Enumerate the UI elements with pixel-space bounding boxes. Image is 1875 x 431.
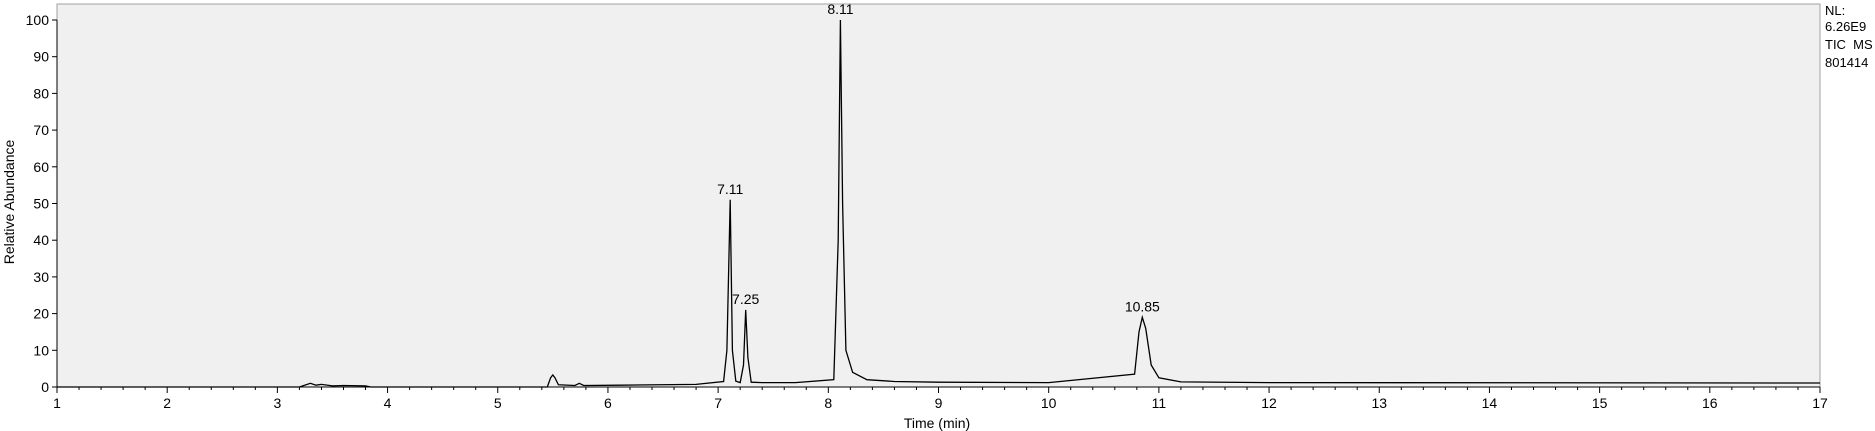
x-tick-label: 1 <box>53 395 61 411</box>
x-tick-label: 10 <box>1041 395 1057 411</box>
y-tick-label: 80 <box>33 85 49 101</box>
info-scan-type: TIC MS <box>1825 37 1873 52</box>
x-tick-label: 6 <box>604 395 612 411</box>
y-tick-label: 40 <box>33 232 49 248</box>
y-tick-label: 10 <box>33 342 49 358</box>
x-tick-label: 12 <box>1261 395 1277 411</box>
plot-area <box>56 3 1821 388</box>
peak-label: 7.11 <box>717 181 743 197</box>
x-tick-label: 9 <box>935 395 943 411</box>
x-tick-label: 16 <box>1702 395 1718 411</box>
y-axis: 0 10 20 30 40 50 60 70 80 90 100 <box>26 12 57 395</box>
x-axis: 1 2 3 4 5 6 7 8 9 10 11 12 13 14 15 16 17 <box>53 387 1828 411</box>
x-tick-label: 3 <box>273 395 281 411</box>
x-tick-label: 8 <box>824 395 832 411</box>
x-tick-label: 14 <box>1482 395 1498 411</box>
y-tick-label: 20 <box>33 306 49 322</box>
y-tick-label: 100 <box>26 12 50 28</box>
info-nl-label: NL: <box>1825 3 1846 18</box>
x-tick-label: 13 <box>1371 395 1387 411</box>
x-tick-label: 4 <box>384 395 392 411</box>
tic-trace-line <box>57 19 1821 388</box>
y-tick-label: 0 <box>41 379 49 395</box>
x-tick-label: 11 <box>1152 395 1167 411</box>
y-tick-label: 50 <box>33 196 49 212</box>
y-tick-label: 90 <box>33 49 49 65</box>
info-file-id: 801414 <box>1825 55 1869 70</box>
x-tick-label: 5 <box>494 395 502 411</box>
info-nl-value: 6.26E9 <box>1825 19 1867 34</box>
x-tick-label: 7 <box>714 395 722 411</box>
peak-label: 7.25 <box>732 291 759 307</box>
peak-labels: 7.11 7.25 8.11 10.85 <box>717 1 1160 314</box>
x-tick-label: 2 <box>163 395 171 411</box>
y-tick-label: 60 <box>33 159 49 175</box>
x-tick-label: 17 <box>1812 395 1828 411</box>
peak-label: 8.11 <box>827 1 853 17</box>
peak-label: 10.85 <box>1125 298 1160 314</box>
x-axis-title: Time (min) <box>904 415 970 431</box>
x-tick-label: 15 <box>1592 395 1608 411</box>
y-axis-title: Relative Abundance <box>1 140 17 265</box>
y-tick-label: 70 <box>33 122 49 138</box>
y-tick-label: 30 <box>33 269 49 285</box>
